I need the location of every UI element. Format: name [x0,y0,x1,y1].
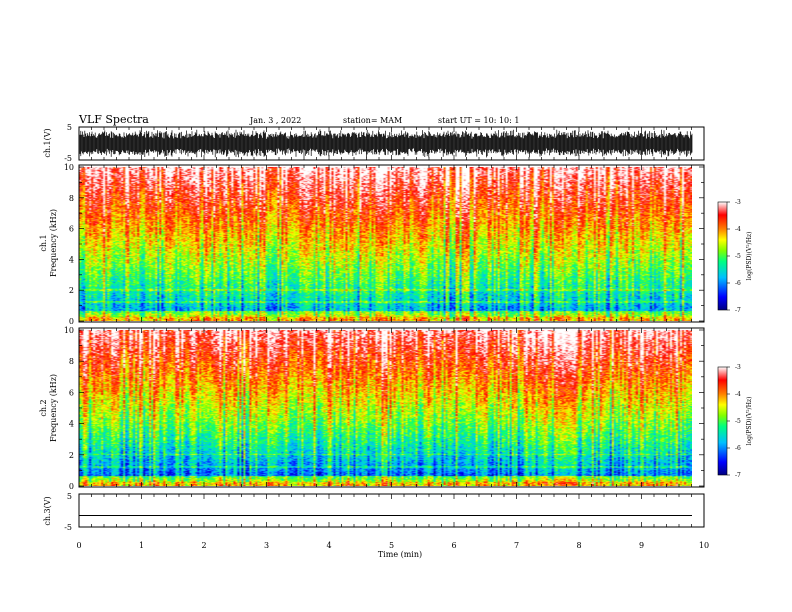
ch1-waveform-trace [79,129,693,158]
ch3-waveform-ylabel: ch.3(V) [43,496,52,525]
ch1-ytick-bottom: -5 [64,154,72,163]
y-tick-label: 10 [64,163,74,172]
x-tick-label: 8 [576,541,581,550]
ch2-colorbar-ticks: -7 -6 -5 -4 -3 [727,364,741,479]
colorbar-tick-label: -3 [735,199,741,206]
x-tick-label: 5 [389,541,394,550]
ch2-spectrogram-image [79,330,692,486]
ch1-spectrogram-ylabel-frequency: Frequency (kHz) [49,209,58,277]
ch1-colorbar-ticks: -7 -6 -5 -4 -3 [727,199,741,314]
ch2-colorbar-gradient [717,366,728,476]
colorbar-tick-label: -5 [735,253,741,260]
colorbar-tick-label: -4 [735,226,741,233]
x-tick-label: 4 [326,541,331,550]
x-tick-label: 2 [201,541,206,550]
ch1-waveform-ylabel: ch.1(V) [43,128,52,157]
colorbar-tick-label: -6 [735,445,741,452]
ch2-spectrogram-ylabel-frequency: Frequency (kHz) [49,374,58,442]
ch1-spectrogram-panel: 0 2 4 6 8 10 ch.1 Frequency (kHz) [39,163,705,326]
ch2-colorbar-label: log(PSD)(V²/Hz) [746,397,753,446]
y-tick-label: 4 [69,420,74,429]
ch1-ytick-top: 5 [67,123,72,132]
time-axis-tick-labels: 0 1 2 3 4 5 6 7 8 9 10 [76,541,709,550]
y-tick-label: 8 [69,357,74,366]
x-tick-label: 6 [451,541,456,550]
ch1-spectrogram-yticks: 0 2 4 6 8 10 [64,163,704,326]
ch1-spectrogram-image [79,167,692,321]
ch1-waveform-path [79,129,693,158]
y-tick-label: 10 [64,326,74,335]
ch1-waveform-panel: 5 -5 ch.1(V) [43,123,705,163]
y-tick-label: 8 [69,194,74,203]
ch1-spectrogram-ylabel-channel: ch.1 [39,234,48,251]
colorbar-tick-label: -3 [735,364,741,371]
time-axis-ticks [78,127,705,527]
figure-title: VLF Spectra [78,113,149,126]
ch3-ytick-top: 5 [67,492,72,501]
x-tick-label: 1 [139,541,144,550]
y-tick-label: 4 [69,255,74,264]
x-tick-label: 3 [264,541,269,550]
y-tick-label: 6 [69,388,74,397]
y-tick-label: 2 [69,451,74,460]
ch2-spectrogram-ylabel-channel: ch.2 [39,399,48,416]
y-tick-label: 2 [69,286,74,295]
ch1-colorbar-label: log(PSD)(V²/Hz) [746,232,753,281]
colorbar-tick-label: -7 [735,307,741,314]
x-tick-label: 10 [699,541,709,550]
colorbar-tick-label: -6 [735,280,741,287]
y-tick-label: 0 [69,317,74,326]
start-time-label: start UT = 10: 10: 1 [438,116,519,125]
ch3-ytick-bottom: -5 [64,523,72,532]
colorbar-tick-label: -5 [735,418,741,425]
colorbar-tick-label: -4 [735,391,741,398]
colorbar-tick-label: -7 [735,472,741,479]
y-tick-label: 0 [69,482,74,491]
x-tick-label: 7 [514,541,519,550]
ch2-spectrogram-panel: 0 2 4 6 8 10 ch.2 Frequency (kHz) [39,326,705,491]
ch1-colorbar-gradient [717,201,728,311]
y-tick-label: 6 [69,225,74,234]
x-tick-label: 9 [639,541,644,550]
date-label: Jan. 3 , 2022 [249,116,301,125]
ch3-waveform-panel: 5 -5 ch.3(V) [43,492,705,532]
ch2-spectrogram-yticks: 0 2 4 6 8 10 [64,326,704,491]
ch3-waveform-frame [78,493,705,528]
station-label: station= MAM [343,116,402,125]
time-axis-label: Time (min) [378,550,422,559]
ch1-colorbar: -7 -6 -5 -4 -3 log(PSD)(V²/Hz) [717,199,753,314]
ch2-colorbar: -7 -6 -5 -4 -3 log(PSD)(V²/Hz) [717,364,753,479]
x-tick-label: 0 [76,541,81,550]
